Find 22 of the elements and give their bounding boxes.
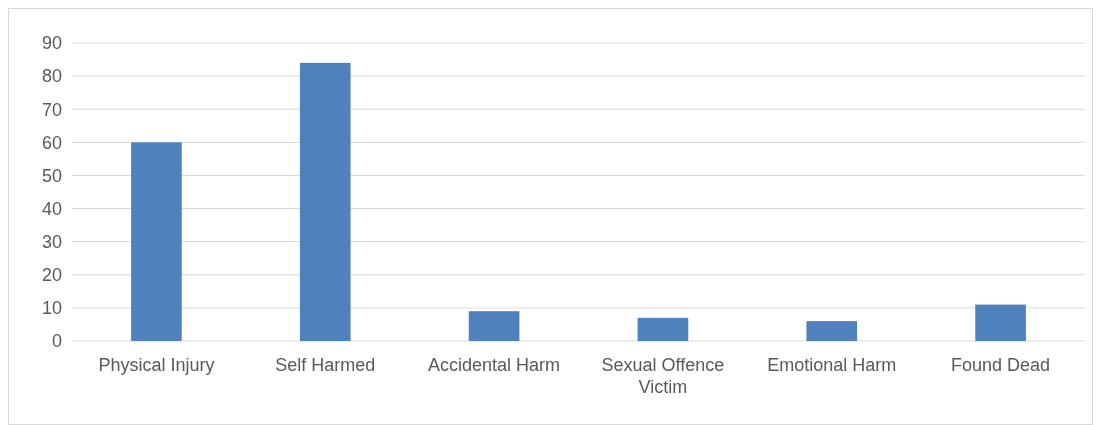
bar (131, 142, 182, 341)
bar (637, 317, 689, 341)
y-tick-label: 20 (41, 265, 62, 286)
y-tick-label: 40 (41, 198, 62, 219)
x-tick-label: Emotional Harm (767, 355, 897, 375)
bar (299, 62, 351, 341)
bar (468, 311, 520, 341)
y-tick-label: 0 (51, 331, 62, 352)
bar (806, 321, 858, 341)
x-tick-label: Sexual Offence Victim (601, 355, 725, 397)
y-tick-label: 50 (41, 165, 62, 186)
y-tick-label: 70 (41, 99, 62, 120)
y-tick-label: 10 (41, 298, 62, 319)
x-tick-label: Accidental Harm (428, 355, 561, 375)
x-tick-label: Physical Injury (98, 355, 215, 375)
x-tick-label: Found Dead (951, 355, 1051, 375)
y-tick-label: 30 (41, 231, 62, 252)
x-tick-label: Self Harmed (275, 355, 376, 375)
bar (975, 304, 1026, 341)
y-tick-label: 90 (41, 33, 62, 54)
y-tick-label: 80 (41, 66, 62, 87)
y-tick-label: 60 (41, 132, 62, 153)
